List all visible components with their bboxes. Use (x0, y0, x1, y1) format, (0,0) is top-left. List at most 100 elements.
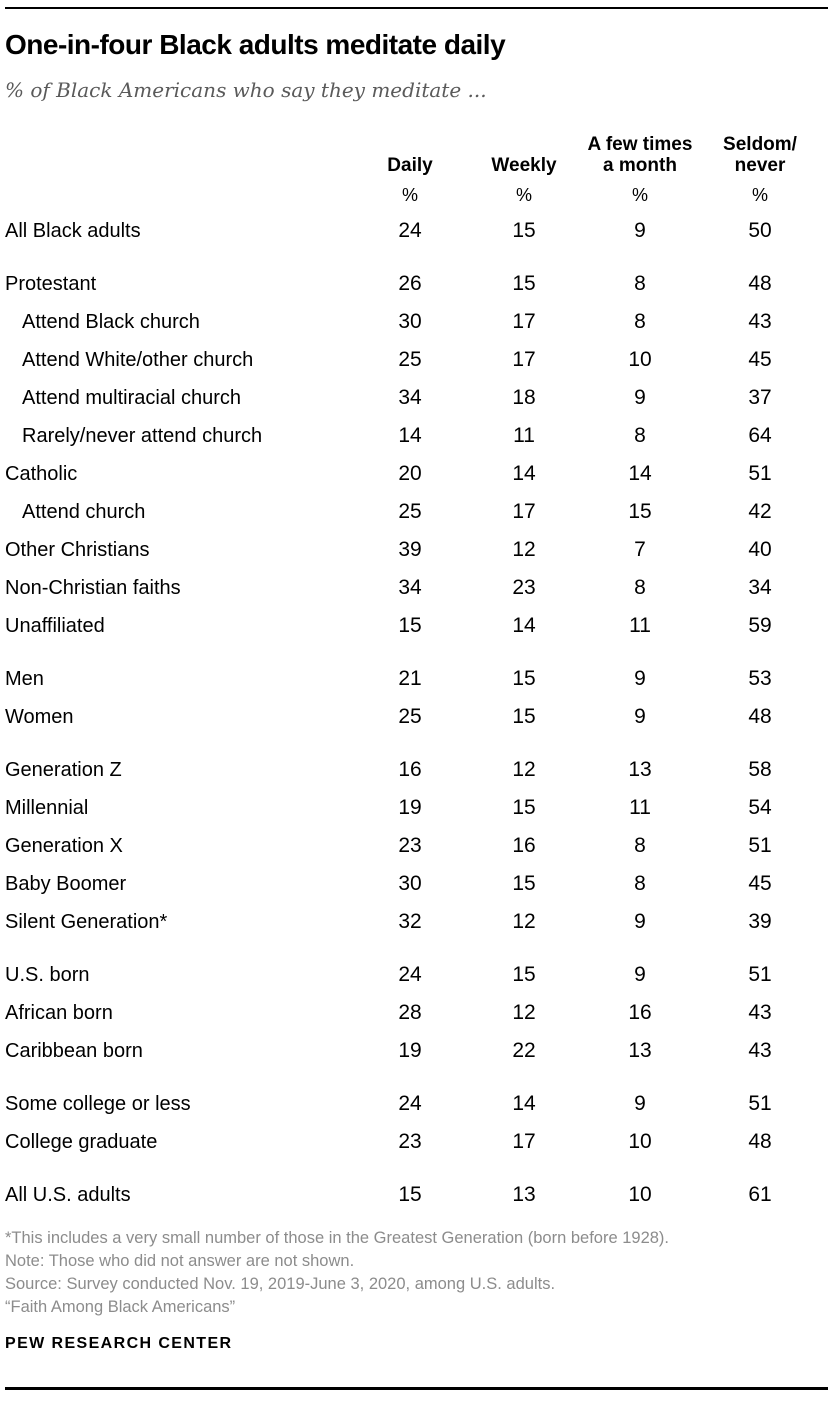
row-value-daily: 19 (398, 1039, 422, 1062)
row-value-few-times: 9 (634, 910, 646, 933)
table-row: Women 25 15 9 48 (5, 698, 840, 736)
row-value-few-times: 9 (634, 1092, 646, 1115)
row-value-seldom: 61 (748, 1183, 772, 1206)
row-value-weekly: 22 (512, 1039, 536, 1062)
row-value-weekly: 15 (512, 963, 536, 986)
row-value-weekly: 14 (512, 462, 536, 485)
column-header-weekly: Weekly (491, 155, 557, 176)
table-row: Generation Z 16 12 13 58 (5, 751, 840, 789)
unit-percent-weekly: % (515, 184, 532, 205)
row-value-daily: 15 (398, 1183, 422, 1206)
row-label: Caribbean born (5, 1040, 143, 1062)
row-value-seldom: 42 (748, 500, 772, 523)
row-value-weekly: 12 (512, 538, 536, 561)
table-row: Men 21 15 9 53 (5, 660, 840, 698)
bottom-divider (5, 1387, 828, 1390)
row-value-seldom: 51 (748, 462, 772, 485)
row-value-few-times: 11 (629, 614, 651, 637)
row-value-weekly: 15 (512, 872, 536, 895)
unit-row: % % % % (5, 178, 840, 212)
row-value-seldom: 58 (748, 758, 772, 781)
row-value-weekly: 15 (512, 705, 536, 728)
row-group: Men 21 15 9 53 Women 25 15 9 48 (5, 660, 840, 736)
row-value-seldom: 51 (748, 963, 772, 986)
row-value-daily: 23 (398, 1130, 422, 1153)
table-body: All Black adults 24 15 9 50 Protestant 2… (5, 212, 840, 1214)
row-value-daily: 34 (398, 386, 422, 409)
table-row: Millennial 19 15 11 54 (5, 789, 840, 827)
row-value-seldom: 39 (748, 910, 772, 933)
column-header-few-times-a-month: A few times a month (587, 134, 693, 176)
row-label: Other Christians (5, 539, 150, 561)
row-value-seldom: 64 (748, 424, 772, 447)
row-value-seldom: 34 (748, 576, 772, 599)
row-label: Generation Z (5, 759, 122, 781)
row-value-weekly: 17 (512, 310, 536, 333)
row-value-few-times: 8 (634, 424, 646, 447)
row-value-few-times: 11 (629, 796, 651, 819)
row-value-few-times: 10 (628, 348, 652, 371)
row-value-daily: 24 (398, 1092, 422, 1115)
table-row: Protestant 26 15 8 48 (5, 265, 840, 303)
row-value-few-times: 8 (634, 872, 646, 895)
row-value-daily: 15 (398, 614, 422, 637)
table-row: All Black adults 24 15 9 50 (5, 212, 840, 250)
table-row: Unaffiliated 15 14 11 59 (5, 607, 840, 645)
row-value-weekly: 12 (512, 910, 536, 933)
row-value-daily: 34 (398, 576, 422, 599)
row-label: All U.S. adults (5, 1184, 131, 1206)
row-label: Women (5, 706, 74, 728)
page-title: One-in-four Black adults meditate daily (5, 29, 506, 60)
column-header-daily: Daily (387, 155, 433, 176)
row-label: Catholic (5, 463, 78, 485)
row-value-weekly: 23 (512, 576, 536, 599)
row-value-few-times: 13 (628, 1039, 652, 1062)
row-value-few-times: 8 (634, 310, 646, 333)
row-value-daily: 19 (398, 796, 422, 819)
table-row: U.S. born 24 15 9 51 (5, 956, 840, 994)
row-label: U.S. born (5, 964, 90, 986)
row-label: Some college or less (5, 1093, 191, 1115)
row-value-few-times: 9 (634, 705, 646, 728)
row-value-daily: 23 (398, 834, 422, 857)
row-group: Some college or less 24 14 9 51 College … (5, 1085, 840, 1161)
row-value-few-times: 13 (628, 758, 652, 781)
row-label: Generation X (5, 835, 123, 857)
table-row: College graduate 23 17 10 48 (5, 1123, 840, 1161)
row-value-seldom: 45 (748, 872, 772, 895)
row-value-daily: 30 (398, 872, 422, 895)
row-group: Protestant 26 15 8 48 Attend Black churc… (5, 265, 840, 645)
row-value-few-times: 9 (634, 386, 646, 409)
row-group: All Black adults 24 15 9 50 (5, 212, 840, 250)
row-label: Attend Black church (22, 311, 200, 333)
row-value-weekly: 15 (512, 219, 536, 242)
table-row: Attend church 25 17 15 42 (5, 493, 840, 531)
row-label: Silent Generation* (5, 911, 168, 933)
row-value-seldom: 53 (748, 667, 772, 690)
column-header-seldom-never: Seldom/ never (723, 134, 797, 176)
unit-percent-few-times: % (631, 184, 648, 205)
row-label: Attend church (22, 501, 146, 523)
row-value-weekly: 13 (512, 1183, 536, 1206)
row-value-daily: 26 (398, 272, 422, 295)
pew-research-center-wordmark: PEW RESEARCH CENTER (5, 1335, 233, 1352)
row-value-daily: 20 (398, 462, 422, 485)
row-value-seldom: 50 (748, 219, 772, 242)
table-row: Attend multiracial church 34 18 9 37 (5, 379, 840, 417)
note-line: *This includes a very small number of th… (5, 1229, 670, 1247)
row-value-few-times: 9 (634, 667, 646, 690)
row-value-few-times: 14 (628, 462, 652, 485)
row-value-seldom: 48 (748, 1130, 772, 1153)
row-value-weekly: 15 (512, 796, 536, 819)
row-label: Unaffiliated (5, 615, 105, 637)
row-value-weekly: 17 (512, 1130, 536, 1153)
row-label: College graduate (5, 1131, 158, 1153)
row-value-seldom: 48 (748, 272, 772, 295)
row-value-daily: 21 (398, 667, 422, 690)
row-value-weekly: 15 (512, 272, 536, 295)
row-value-seldom: 51 (748, 1092, 772, 1115)
row-value-daily: 25 (398, 348, 422, 371)
table-row: All U.S. adults 15 13 10 61 (5, 1176, 840, 1214)
table-row: Other Christians 39 12 7 40 (5, 531, 840, 569)
row-value-few-times: 15 (628, 500, 652, 523)
